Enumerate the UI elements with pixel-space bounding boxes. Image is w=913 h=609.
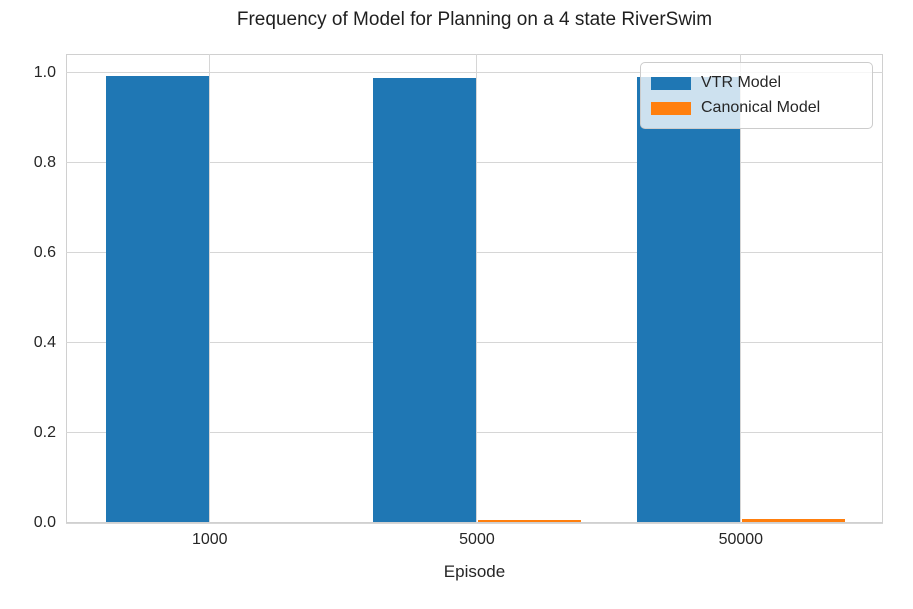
legend-swatch-vtr-model — [651, 76, 691, 90]
y-tick-label: 0.6 — [33, 243, 56, 261]
gridline-vertical — [209, 54, 211, 523]
y-tick-label: 0.0 — [33, 514, 56, 531]
bar-canonical-model-5000 — [477, 519, 581, 522]
x-tick-label: 5000 — [459, 531, 495, 548]
bar-canonical-model-50000 — [741, 519, 845, 522]
legend: VTR Model Canonical Model — [640, 62, 873, 129]
chart-title: Frequency of Model for Planning on a 4 s… — [236, 9, 713, 30]
bar-vtr-model-50000 — [636, 77, 740, 522]
gridline-vertical — [476, 54, 478, 523]
legend-swatch-canonical-model — [651, 101, 691, 115]
bar-vtr-model-5000 — [372, 78, 476, 522]
gridline-horizontal — [66, 522, 883, 524]
x-axis-label: Episode — [443, 562, 506, 581]
y-tick-label: 0.4 — [33, 333, 56, 351]
legend-label: Canonical Model — [701, 99, 821, 116]
gridline-vertical — [740, 54, 742, 523]
x-tick-label: 50000 — [718, 531, 764, 548]
y-tick-label: 0.2 — [33, 423, 56, 441]
legend-item: Canonical Model — [651, 99, 862, 117]
y-tick-label: 0.8 — [33, 153, 56, 171]
legend-item: VTR Model — [651, 74, 862, 92]
gridline-horizontal — [66, 72, 883, 74]
x-tick-label: 1000 — [191, 531, 228, 548]
legend-label: VTR Model — [701, 74, 782, 91]
bar-vtr-model-1000 — [105, 76, 209, 522]
y-tick-label: 1.0 — [33, 63, 56, 81]
